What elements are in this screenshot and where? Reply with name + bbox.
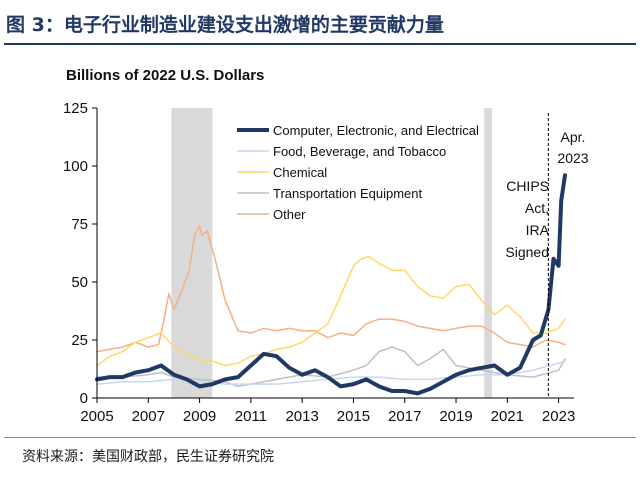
x-tick-label: 2013: [285, 408, 318, 425]
x-tick-label: 2005: [80, 408, 113, 425]
legend-label-chemical: Chemical: [273, 165, 327, 180]
latest-date-annotation-line: Apr.: [561, 129, 586, 145]
title-rule: [4, 43, 636, 45]
y-tick-label: 50: [71, 274, 88, 291]
series-line-food: [96, 360, 566, 385]
x-axis-ticks: 2005 2007 2009 2011 2013 2015 2017 2019 2021 2023: [80, 398, 575, 425]
legend-label-computer: Computer, Electronic, and Electrical: [273, 123, 479, 138]
x-tick-label: 2017: [388, 408, 421, 425]
line-chart: Billions of 2022 U.S. Dollars 0 25 50 75 100…: [63, 67, 589, 425]
legend: Computer, Electronic, and Electrical Food…: [237, 123, 479, 222]
series-line-computer: [95, 173, 567, 396]
chips-act-annotation-line: Act,: [525, 200, 549, 216]
chips-act-annotation-line: IRA: [526, 222, 550, 238]
y-tick-label: 0: [80, 390, 88, 407]
y-tick-label: 100: [63, 158, 88, 175]
x-tick-label: 2009: [183, 408, 216, 425]
figure-title: 图 3：电子行业制造业建设支出激增的主要贡献力量: [6, 14, 444, 36]
series-line-chemical: [96, 255, 566, 367]
recession-band-1: [484, 108, 492, 398]
y-axis-label: Billions of 2022 U.S. Dollars: [66, 67, 264, 84]
y-tick-label: 75: [71, 216, 88, 233]
x-tick-label: 2021: [491, 408, 524, 425]
y-tick-label: 25: [71, 332, 88, 349]
y-tick-label: 125: [63, 100, 88, 117]
source-note: 资料来源：美国财政部，民生证券研究院: [22, 449, 274, 465]
legend-label-transport: Transportation Equipment: [273, 186, 422, 201]
axes: [96, 108, 574, 399]
x-tick-label: 2015: [337, 408, 370, 425]
legend-label-other: Other: [273, 207, 306, 222]
x-tick-label: 2007: [132, 408, 165, 425]
series-group: [95, 173, 567, 396]
series-line-other: [96, 225, 566, 353]
x-tick-label: 2023: [542, 408, 575, 425]
x-tick-label: 2019: [439, 408, 472, 425]
legend-label-food: Food, Beverage, and Tobacco: [273, 144, 446, 159]
annotations: CHIPS Act, IRA Signed Apr. 2023: [505, 129, 588, 260]
source-rule: [4, 437, 636, 438]
chips-act-annotation-line: Signed: [505, 244, 549, 260]
latest-date-annotation-line: 2023: [557, 150, 588, 166]
chips-act-annotation-line: CHIPS: [506, 178, 549, 194]
y-axis-ticks: 0 25 50 75 100 125: [63, 100, 97, 407]
x-tick-label: 2011: [235, 408, 267, 425]
